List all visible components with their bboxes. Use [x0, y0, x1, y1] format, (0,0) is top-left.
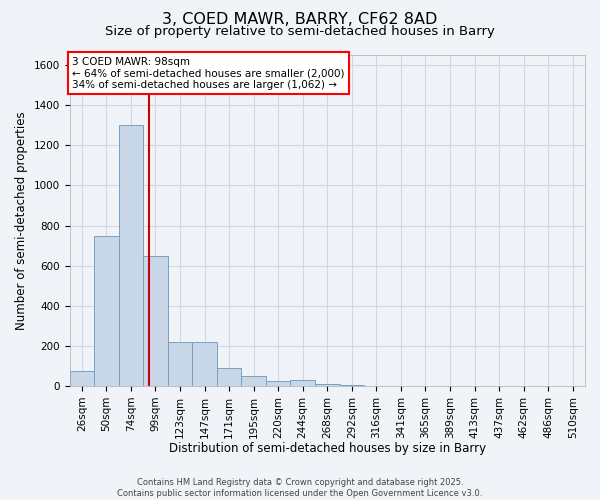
Bar — [340, 385, 364, 386]
Text: 3 COED MAWR: 98sqm
← 64% of semi-detached houses are smaller (2,000)
34% of semi: 3 COED MAWR: 98sqm ← 64% of semi-detache… — [72, 56, 344, 90]
Bar — [70, 371, 94, 386]
Text: 3, COED MAWR, BARRY, CF62 8AD: 3, COED MAWR, BARRY, CF62 8AD — [163, 12, 437, 28]
Bar — [217, 368, 241, 386]
Bar — [119, 125, 143, 386]
Bar — [241, 376, 266, 386]
Bar — [315, 384, 340, 386]
Bar — [143, 256, 168, 386]
Y-axis label: Number of semi-detached properties: Number of semi-detached properties — [15, 111, 28, 330]
X-axis label: Distribution of semi-detached houses by size in Barry: Distribution of semi-detached houses by … — [169, 442, 486, 455]
Bar — [266, 381, 290, 386]
Bar — [290, 380, 315, 386]
Bar — [192, 342, 217, 386]
Text: Contains HM Land Registry data © Crown copyright and database right 2025.
Contai: Contains HM Land Registry data © Crown c… — [118, 478, 482, 498]
Bar — [168, 342, 192, 386]
Bar — [94, 236, 119, 386]
Text: Size of property relative to semi-detached houses in Barry: Size of property relative to semi-detach… — [105, 24, 495, 38]
